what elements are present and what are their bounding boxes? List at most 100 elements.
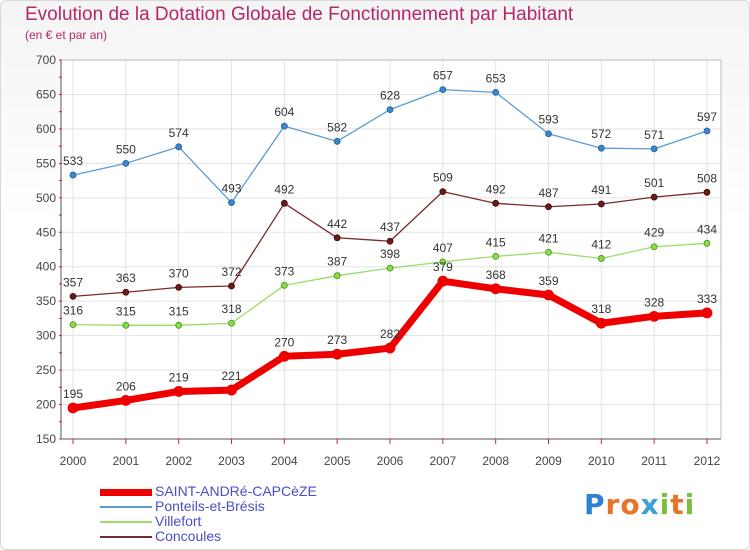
x-tick-label: 2002 xyxy=(165,454,192,468)
data-point xyxy=(545,203,552,211)
y-tick-label: 400 xyxy=(36,260,56,274)
data-point xyxy=(597,255,605,262)
data-point xyxy=(333,234,341,242)
data-point xyxy=(122,159,130,167)
data-label: 492 xyxy=(486,182,506,196)
x-tick-label: 2012 xyxy=(694,454,721,468)
data-label: 407 xyxy=(433,241,453,255)
data-label: 653 xyxy=(486,71,506,85)
data-label: 315 xyxy=(116,304,136,318)
data-point xyxy=(228,282,235,290)
y-tick-label: 200 xyxy=(36,398,56,412)
data-label: 363 xyxy=(116,271,136,285)
legend-label: Ponteils-et-Brésis xyxy=(155,498,265,514)
data-point xyxy=(386,237,394,245)
x-tick-label: 2007 xyxy=(429,454,456,468)
y-tick-label: 500 xyxy=(36,191,56,205)
data-label: 315 xyxy=(169,304,189,318)
data-point xyxy=(545,248,552,256)
data-point xyxy=(228,199,235,207)
data-label: 415 xyxy=(486,235,506,249)
data-label: 270 xyxy=(274,335,294,349)
y-tick-label: 700 xyxy=(36,53,56,67)
x-tick-label: 2010 xyxy=(588,454,615,468)
x-tick-label: 2011 xyxy=(641,454,667,468)
data-label: 318 xyxy=(221,302,241,316)
data-label: 501 xyxy=(644,176,664,190)
data-label: 195 xyxy=(63,387,83,401)
data-point xyxy=(648,310,660,322)
data-label: 357 xyxy=(63,275,83,289)
y-tick-label: 550 xyxy=(36,156,56,170)
x-tick-label: 2001 xyxy=(112,454,139,468)
legend-swatch xyxy=(100,521,152,523)
data-point xyxy=(543,289,554,301)
data-point xyxy=(439,258,447,266)
data-point xyxy=(175,283,183,291)
data-point xyxy=(384,342,396,354)
data-label: 282 xyxy=(380,327,400,341)
data-point xyxy=(280,122,288,130)
data-label: 398 xyxy=(380,247,400,261)
data-label: 509 xyxy=(433,171,453,185)
data-point xyxy=(650,145,658,153)
data-point xyxy=(386,106,394,114)
data-point xyxy=(69,321,77,329)
legend-swatch xyxy=(100,536,152,538)
x-tick-label: 2000 xyxy=(60,454,87,468)
data-point xyxy=(437,275,449,287)
x-tick-label: 2009 xyxy=(535,454,562,468)
y-tick-label: 450 xyxy=(36,225,56,239)
data-label: 273 xyxy=(327,333,347,347)
data-label: 582 xyxy=(327,120,347,134)
logo-letter: r xyxy=(605,488,621,521)
data-point xyxy=(386,264,394,272)
logo-letter: o xyxy=(620,488,641,521)
data-label: 379 xyxy=(433,260,453,274)
logo-letter: i xyxy=(659,488,671,521)
data-label: 493 xyxy=(221,182,241,196)
data-point xyxy=(333,272,341,280)
data-label: 508 xyxy=(697,171,717,185)
data-point xyxy=(173,386,185,397)
data-point xyxy=(650,193,658,201)
data-label: 328 xyxy=(644,295,664,309)
data-label: 370 xyxy=(169,266,189,280)
data-label: 550 xyxy=(116,142,136,156)
data-point xyxy=(595,317,607,329)
legend-label: Concoules xyxy=(155,528,222,544)
data-point xyxy=(120,395,132,406)
y-tick-label: 150 xyxy=(36,432,56,446)
logo-letter: P xyxy=(584,488,606,521)
data-label: 593 xyxy=(538,113,558,127)
data-point xyxy=(701,307,713,319)
data-label: 368 xyxy=(486,268,506,282)
data-label: 372 xyxy=(221,265,241,279)
chart-title: Evolution de la Dotation Globale de Fonc… xyxy=(25,4,574,25)
data-point xyxy=(492,88,500,96)
data-point xyxy=(703,188,711,196)
data-point xyxy=(439,86,447,94)
data-point xyxy=(278,350,290,362)
data-point xyxy=(333,137,341,145)
data-point xyxy=(228,319,235,327)
data-point xyxy=(226,384,237,396)
data-point xyxy=(490,283,502,295)
data-point xyxy=(67,402,79,414)
data-label: 434 xyxy=(697,222,717,236)
y-tick-label: 250 xyxy=(36,363,56,377)
logo-letter: t xyxy=(670,488,685,521)
proxiti-logo: Proxiti xyxy=(584,488,695,521)
data-label: 442 xyxy=(327,217,347,231)
data-point xyxy=(122,288,130,296)
data-label: 533 xyxy=(63,154,83,168)
data-label: 206 xyxy=(116,379,136,393)
data-point xyxy=(597,144,605,152)
data-label: 657 xyxy=(433,69,453,83)
y-tick-label: 650 xyxy=(36,87,56,101)
data-label: 219 xyxy=(169,370,189,384)
data-label: 571 xyxy=(644,128,664,142)
x-tick-label: 2005 xyxy=(324,454,351,468)
data-point xyxy=(597,200,605,208)
